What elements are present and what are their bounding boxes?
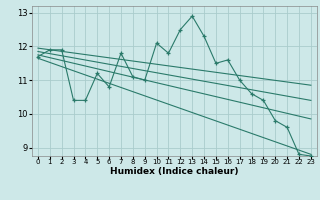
X-axis label: Humidex (Indice chaleur): Humidex (Indice chaleur) [110, 167, 239, 176]
